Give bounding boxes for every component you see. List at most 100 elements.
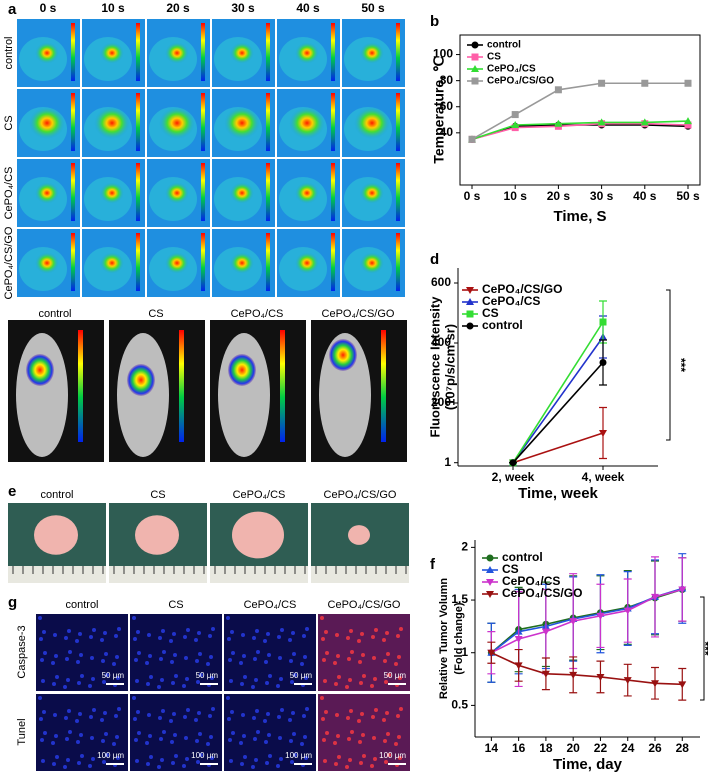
nucleus (206, 662, 210, 666)
x-tick-label: 30 s (590, 189, 614, 203)
nucleus (374, 628, 378, 632)
nucleus (170, 740, 174, 744)
thermal-spot (360, 252, 384, 274)
legend-marker (471, 77, 479, 85)
thermal-colorbar (136, 23, 140, 81)
thermal-colorbar (331, 163, 335, 221)
nucleus (371, 635, 375, 639)
nucleus (78, 712, 82, 716)
nucleus (197, 631, 201, 635)
nucleus (349, 709, 353, 713)
nucleus (133, 637, 137, 641)
nucleus (65, 657, 69, 661)
nucleus (394, 662, 398, 666)
stain-image (130, 614, 222, 691)
y-tick-label: 200 (431, 395, 451, 409)
legend-label: CS (487, 52, 501, 63)
x-tick-label: 18 (539, 741, 553, 755)
panel-label: g (8, 594, 17, 611)
nucleus (361, 733, 365, 737)
nucleus (77, 681, 81, 685)
thermal-colorbar (136, 163, 140, 221)
nucleus (243, 755, 247, 759)
nucleus (172, 712, 176, 716)
nucleus (292, 732, 296, 736)
nucleus (100, 638, 104, 642)
marker (468, 135, 476, 143)
legend-marker (466, 298, 474, 305)
nucleus (159, 657, 163, 661)
plot-frame (459, 34, 701, 186)
nucleus (75, 719, 79, 723)
thermal-spot (165, 42, 189, 64)
stain-image (224, 694, 316, 771)
nucleus (199, 753, 203, 757)
marker (640, 118, 649, 126)
nucleus (322, 658, 326, 662)
thermal-colorbar (396, 163, 400, 221)
nucleus (348, 678, 352, 682)
nucleus (321, 717, 325, 721)
nucleus (374, 708, 378, 712)
mouse-body (218, 333, 270, 457)
nucleus (53, 713, 57, 717)
nucleus (103, 711, 107, 715)
nucleus (226, 696, 230, 700)
nucleus (266, 712, 270, 716)
nucleus (228, 738, 232, 742)
scale-label: 100 μm (379, 751, 406, 760)
nucleus (148, 734, 152, 738)
nucleus (117, 707, 121, 711)
marker (511, 111, 519, 119)
nucleus (321, 637, 325, 641)
nucleus (320, 616, 324, 620)
nucleus (91, 677, 95, 681)
nucleus (114, 714, 118, 718)
series-line (512, 361, 604, 464)
scale-label: 100 μm (285, 751, 312, 760)
nucleus (335, 633, 339, 637)
nucleus (226, 616, 230, 620)
marker (596, 612, 605, 620)
nucleus (198, 732, 202, 736)
nucleus (242, 654, 246, 658)
thermal-colorbar (201, 93, 205, 151)
nucleus (396, 714, 400, 718)
nucleus (78, 632, 82, 636)
nucleus (134, 738, 138, 742)
group-label: CePO₄/CS/GO (3, 226, 15, 299)
nucleus (350, 650, 354, 654)
nucleus (196, 680, 200, 684)
x-axis-title: Time, week (518, 485, 598, 502)
nucleus (349, 629, 353, 633)
marker (599, 430, 607, 437)
nucleus (42, 630, 46, 634)
y-axis-title: Temperature, ℃ (431, 56, 447, 164)
series-line (471, 124, 689, 141)
nucleus (172, 632, 176, 636)
legend-label: control (502, 550, 543, 564)
nucleus (360, 712, 364, 716)
scale-label: 50 μm (102, 671, 125, 680)
nucleus (276, 764, 280, 768)
nucleus (241, 633, 245, 637)
nucleus (263, 639, 267, 643)
nucleus (372, 736, 376, 740)
stain-label: Caspase-3 (16, 625, 28, 678)
nucleus (264, 660, 268, 664)
nucleus (362, 674, 366, 678)
nucleus (63, 685, 67, 689)
thermal-colorbar (331, 233, 335, 291)
nucleus (254, 758, 258, 762)
nucleus (137, 651, 141, 655)
nucleus (132, 696, 136, 700)
nucleus (88, 684, 92, 688)
nucleus (63, 765, 67, 769)
nucleus (263, 719, 267, 723)
group-title: control (65, 599, 98, 611)
nucleus (251, 685, 255, 689)
legend-label: CePO₄/CS/GO (502, 586, 582, 600)
nucleus (239, 741, 243, 745)
nucleus (161, 629, 165, 633)
nucleus (64, 636, 68, 640)
